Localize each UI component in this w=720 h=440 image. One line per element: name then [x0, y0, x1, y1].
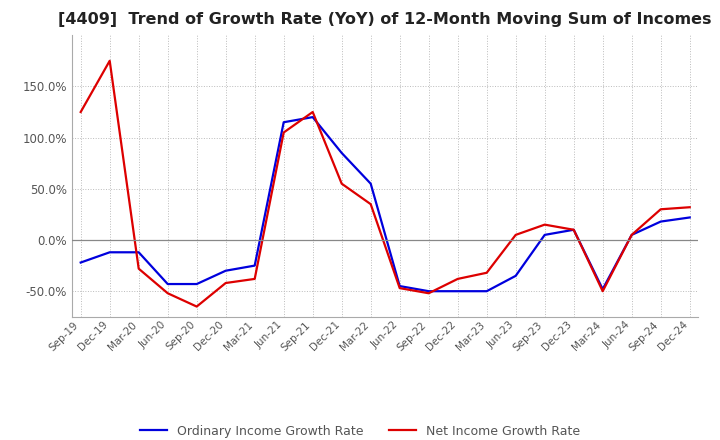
Legend: Ordinary Income Growth Rate, Net Income Growth Rate: Ordinary Income Growth Rate, Net Income …	[135, 420, 585, 440]
Ordinary Income Growth Rate	[76, 260, 85, 265]
Net Income Growth Rate	[221, 280, 230, 286]
Net Income Growth Rate	[657, 207, 665, 212]
Net Income Growth Rate	[598, 289, 607, 294]
Net Income Growth Rate	[482, 270, 491, 275]
Ordinary Income Growth Rate	[685, 215, 694, 220]
Ordinary Income Growth Rate	[454, 289, 462, 294]
Net Income Growth Rate	[308, 110, 317, 115]
Net Income Growth Rate	[251, 276, 259, 282]
Ordinary Income Growth Rate	[482, 289, 491, 294]
Ordinary Income Growth Rate	[541, 232, 549, 238]
Net Income Growth Rate	[627, 232, 636, 238]
Net Income Growth Rate	[192, 304, 201, 309]
Ordinary Income Growth Rate	[192, 282, 201, 287]
Net Income Growth Rate	[338, 181, 346, 186]
Ordinary Income Growth Rate	[338, 150, 346, 156]
Ordinary Income Growth Rate	[366, 181, 375, 186]
Title: [4409]  Trend of Growth Rate (YoY) of 12-Month Moving Sum of Incomes: [4409] Trend of Growth Rate (YoY) of 12-…	[58, 12, 712, 27]
Line: Ordinary Income Growth Rate: Ordinary Income Growth Rate	[81, 117, 690, 291]
Net Income Growth Rate	[366, 202, 375, 207]
Ordinary Income Growth Rate	[251, 263, 259, 268]
Line: Net Income Growth Rate: Net Income Growth Rate	[81, 61, 690, 307]
Ordinary Income Growth Rate	[221, 268, 230, 273]
Net Income Growth Rate	[135, 266, 143, 271]
Net Income Growth Rate	[279, 130, 288, 135]
Ordinary Income Growth Rate	[279, 120, 288, 125]
Net Income Growth Rate	[541, 222, 549, 227]
Ordinary Income Growth Rate	[627, 232, 636, 238]
Net Income Growth Rate	[454, 276, 462, 282]
Ordinary Income Growth Rate	[395, 283, 404, 289]
Ordinary Income Growth Rate	[105, 249, 114, 255]
Ordinary Income Growth Rate	[163, 282, 172, 287]
Ordinary Income Growth Rate	[308, 114, 317, 120]
Net Income Growth Rate	[76, 110, 85, 115]
Ordinary Income Growth Rate	[598, 286, 607, 292]
Net Income Growth Rate	[511, 232, 520, 238]
Net Income Growth Rate	[424, 290, 433, 296]
Net Income Growth Rate	[395, 286, 404, 291]
Ordinary Income Growth Rate	[657, 219, 665, 224]
Ordinary Income Growth Rate	[511, 273, 520, 279]
Ordinary Income Growth Rate	[424, 289, 433, 294]
Net Income Growth Rate	[163, 290, 172, 296]
Net Income Growth Rate	[685, 205, 694, 210]
Net Income Growth Rate	[105, 58, 114, 63]
Ordinary Income Growth Rate	[570, 227, 578, 232]
Net Income Growth Rate	[570, 227, 578, 232]
Ordinary Income Growth Rate	[135, 249, 143, 255]
